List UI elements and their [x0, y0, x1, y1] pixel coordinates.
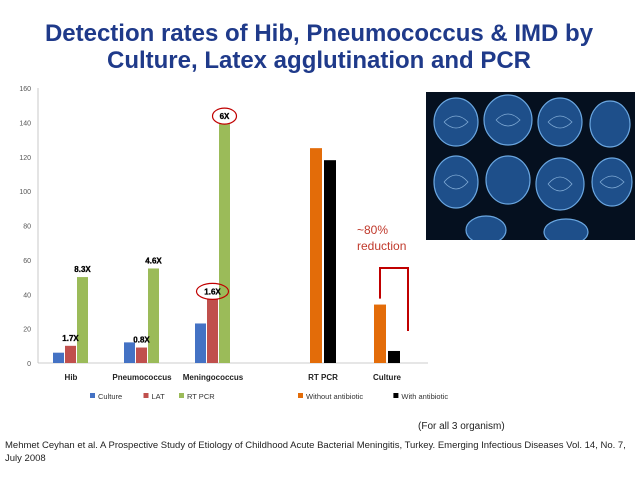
- legend-swatch: [90, 393, 95, 398]
- reduction-label-text: ~80% reduction: [357, 223, 407, 253]
- bar-without-antibiotic: [374, 304, 386, 363]
- y-tick-label: 40: [23, 292, 31, 299]
- legend-label: RT PCR: [187, 392, 215, 401]
- bar-rt-pcr: [148, 268, 159, 363]
- reduction-label: ~80% reduction: [357, 222, 421, 254]
- bar-rt-pcr: [77, 277, 88, 363]
- y-tick-label: 120: [19, 155, 31, 162]
- bar-without-antibiotic: [310, 148, 322, 363]
- legend-label: Without antibiotic: [306, 392, 363, 401]
- annotation-circle: [195, 282, 230, 301]
- bar-lat: [65, 345, 76, 363]
- legend-swatch: [298, 393, 303, 398]
- legend-label: Culture: [98, 392, 122, 401]
- x-tick-label: Pneumococcus: [112, 373, 172, 382]
- annotation-label: 4.6X: [145, 256, 162, 265]
- bar-culture: [124, 342, 135, 363]
- legend-swatch: [179, 393, 184, 398]
- legend-swatch: [393, 393, 399, 398]
- y-tick-label: 0: [27, 361, 31, 368]
- annotation-label: 8.3X: [74, 265, 91, 274]
- y-tick-label: 100: [19, 189, 31, 196]
- annotation-label: 1.6X: [204, 287, 221, 296]
- bar-culture: [195, 323, 206, 363]
- bar-with-antibiotic: [324, 160, 336, 363]
- footnote: (For all 3 organism): [418, 421, 505, 432]
- x-tick-label: Culture: [373, 373, 402, 382]
- bar-lat: [136, 347, 147, 363]
- reduction-bracket: [379, 267, 409, 331]
- citation: Mehmet Ceyhan et al. A Prospective Study…: [5, 440, 626, 464]
- bar-with-antibiotic: [388, 350, 400, 363]
- x-tick-label: RT PCR: [308, 373, 338, 382]
- annotation-label: 1.7X: [62, 334, 79, 343]
- bar-lat: [207, 299, 218, 363]
- x-tick-label: Hib: [65, 373, 78, 382]
- legend-label: LAT: [152, 392, 166, 401]
- legend-swatch: [143, 393, 149, 398]
- legend-label: With antibiotic: [401, 392, 448, 401]
- annotation-label: 6X: [220, 112, 230, 121]
- y-tick-label: 140: [19, 120, 31, 127]
- y-tick-label: 60: [23, 258, 31, 265]
- y-tick-label: 20: [23, 327, 31, 334]
- x-tick-label: Meningococcus: [183, 373, 244, 382]
- annotation-circle: [211, 107, 238, 125]
- slide-title: Detection rates of Hib, Pneumococcus & I…: [44, 20, 594, 74]
- y-tick-label: 160: [19, 86, 31, 93]
- y-tick-label: 80: [23, 224, 31, 231]
- annotation-label: 0.8X: [133, 336, 150, 345]
- brain-mri-image: [426, 92, 635, 240]
- bar-rt-pcr: [219, 124, 230, 363]
- bar-culture: [53, 352, 64, 363]
